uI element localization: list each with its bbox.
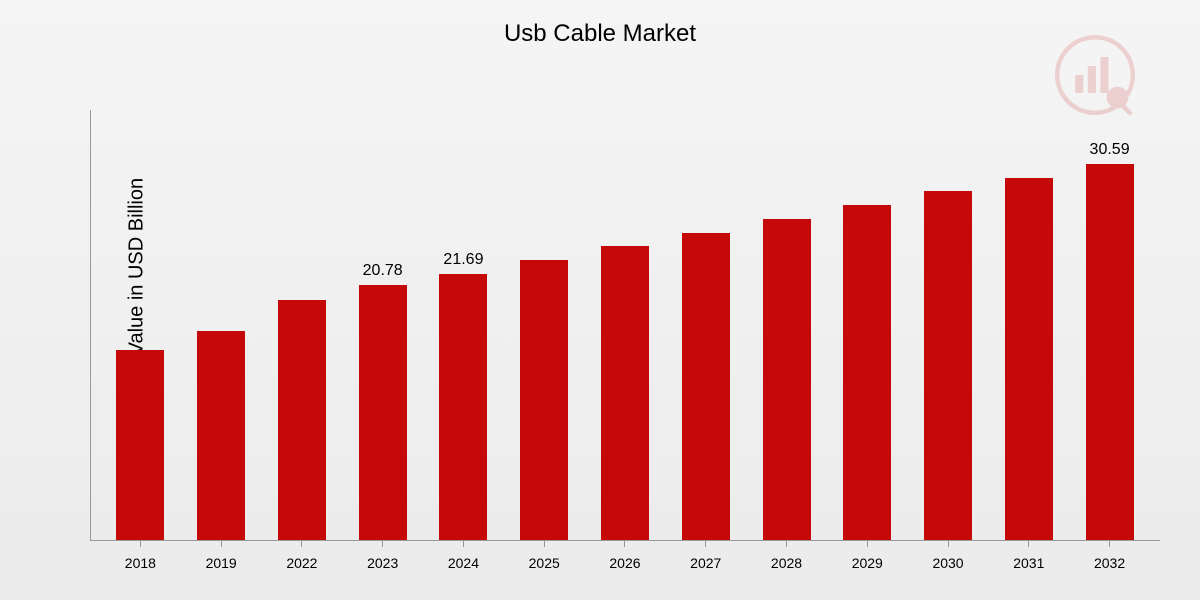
bar-wrapper (908, 110, 989, 540)
bar (116, 350, 164, 540)
x-ticks-container: 2018201920222023202420252026202720282029… (90, 540, 1160, 571)
bar-wrapper (665, 110, 746, 540)
bar-wrapper (100, 110, 181, 540)
bar-value-label: 21.69 (443, 251, 483, 269)
chart-title: Usb Cable Market (504, 20, 696, 48)
bar (278, 300, 326, 540)
x-axis: 2018201920222023202420252026202720282029… (90, 540, 1160, 600)
bar-wrapper: 30.59 (1069, 110, 1150, 540)
x-tick: 2019 (181, 540, 262, 571)
x-tick: 2023 (342, 540, 423, 571)
x-tick-label: 2030 (908, 555, 989, 571)
x-tick-label: 2019 (181, 555, 262, 571)
bar-wrapper (585, 110, 666, 540)
x-tick-mark (463, 540, 464, 547)
x-tick: 2026 (585, 540, 666, 571)
x-tick: 2032 (1069, 540, 1150, 571)
watermark-logo (1050, 30, 1140, 120)
x-tick-label: 2028 (746, 555, 827, 571)
x-tick-mark (1109, 540, 1110, 547)
x-tick-mark (786, 540, 787, 547)
x-tick: 2018 (100, 540, 181, 571)
bars-container: 20.78 21.69 30.59 (90, 110, 1160, 540)
x-tick-label: 2026 (585, 555, 666, 571)
x-tick-mark (948, 540, 949, 547)
x-tick-mark (1028, 540, 1029, 547)
x-tick-label: 2023 (342, 555, 423, 571)
x-tick-label: 2022 (262, 555, 343, 571)
bar-wrapper: 20.78 (342, 110, 423, 540)
x-tick-mark (382, 540, 383, 547)
x-tick: 2028 (746, 540, 827, 571)
chart-container: Usb Cable Market Market Value in USD Bil… (0, 0, 1200, 600)
bar (359, 285, 407, 540)
x-tick-mark (221, 540, 222, 547)
bar (682, 233, 730, 540)
x-tick: 2029 (827, 540, 908, 571)
bar (1005, 178, 1053, 540)
bar-wrapper (746, 110, 827, 540)
x-tick: 2030 (908, 540, 989, 571)
bar (601, 246, 649, 540)
bar-value-label: 20.78 (363, 262, 403, 280)
x-tick-label: 2032 (1069, 555, 1150, 571)
x-tick-label: 2018 (100, 555, 181, 571)
bar (520, 260, 568, 540)
bar-wrapper (262, 110, 343, 540)
bar-wrapper (181, 110, 262, 540)
bar (924, 191, 972, 540)
bar (439, 274, 487, 540)
x-tick-mark (544, 540, 545, 547)
bar-wrapper: 21.69 (423, 110, 504, 540)
bar-wrapper (827, 110, 908, 540)
bar (763, 219, 811, 540)
x-tick-label: 2025 (504, 555, 585, 571)
bar-value-label: 30.59 (1090, 141, 1130, 159)
bar (1086, 164, 1134, 540)
x-tick-mark (705, 540, 706, 547)
x-tick: 2024 (423, 540, 504, 571)
x-tick: 2031 (988, 540, 1069, 571)
bar (843, 205, 891, 540)
x-tick-mark (140, 540, 141, 547)
x-tick: 2027 (665, 540, 746, 571)
x-tick-label: 2024 (423, 555, 504, 571)
x-tick: 2025 (504, 540, 585, 571)
bar-wrapper (504, 110, 585, 540)
bar (197, 331, 245, 540)
x-tick-mark (624, 540, 625, 547)
x-tick-label: 2029 (827, 555, 908, 571)
plot-area: 20.78 21.69 30.59 (90, 110, 1160, 540)
x-tick: 2022 (262, 540, 343, 571)
bar-wrapper (988, 110, 1069, 540)
x-tick-mark (301, 540, 302, 547)
x-tick-mark (867, 540, 868, 547)
x-tick-label: 2031 (988, 555, 1069, 571)
x-tick-label: 2027 (665, 555, 746, 571)
